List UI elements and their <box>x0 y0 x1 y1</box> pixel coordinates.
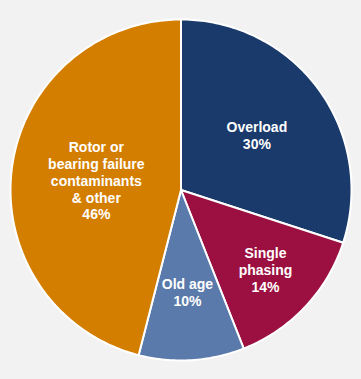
svg-text:Overload30%: Overload30% <box>227 119 288 152</box>
svg-text:Rotor orbearing failurecontami: Rotor orbearing failurecontaminants& oth… <box>48 139 145 222</box>
svg-text:Old age10%: Old age10% <box>162 276 214 309</box>
svg-text:Singlephasing14%: Singlephasing14% <box>239 245 293 295</box>
